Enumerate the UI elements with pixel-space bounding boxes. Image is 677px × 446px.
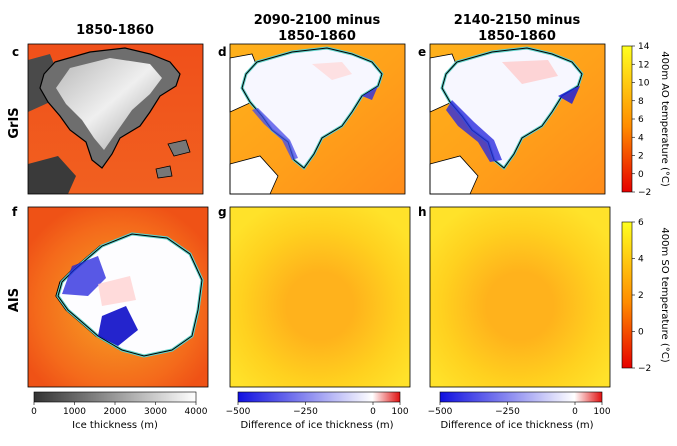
ao-tick-label-6: 2 bbox=[638, 152, 644, 162]
colorbar-ao: 14 12 10 8 6 4 2 0 −2 400m AO temperature (°C) bbox=[621, 42, 670, 198]
panel-c-islands bbox=[155, 139, 191, 179]
diff1-tick-label-0: −500 bbox=[226, 407, 251, 417]
panel-e bbox=[429, 43, 606, 195]
panel-g-ocean bbox=[230, 207, 410, 387]
diff2-tick-label-3: 100 bbox=[593, 407, 610, 417]
thickness-tick-label-2: 2000 bbox=[104, 407, 127, 417]
panel-c-frame bbox=[27, 43, 204, 195]
panel-c-ice-core bbox=[56, 58, 162, 150]
panel-letter-g: g bbox=[218, 205, 227, 219]
col-title-2: 2090-2100 minus bbox=[254, 13, 381, 28]
panel-e-blue-ne bbox=[558, 86, 580, 104]
thickness-tick-label-4: 4000 bbox=[185, 407, 208, 417]
ao-tick-label-3: 8 bbox=[638, 97, 644, 107]
panel-h-ocean bbox=[430, 207, 610, 387]
thickness-tick-label-0: 0 bbox=[31, 407, 37, 417]
diff1-tick-label-3: 100 bbox=[391, 407, 408, 417]
panel-c-land-south bbox=[28, 156, 76, 194]
thickness-tick-label-1: 1000 bbox=[63, 407, 86, 417]
diff1-tick-label-2: 0 bbox=[370, 407, 376, 417]
ao-tick-label-0: 14 bbox=[638, 42, 650, 52]
colorbar-ao-label: 400m AO temperature (°C) bbox=[659, 51, 670, 187]
panel-letter-c: c bbox=[12, 45, 19, 59]
so-tick-label-0: 6 bbox=[638, 218, 644, 228]
diff2-tick-label-0: −500 bbox=[428, 407, 453, 417]
row-label-ais: AIS bbox=[7, 288, 22, 312]
panel-d-blue-ne bbox=[362, 86, 378, 100]
panel-d-pink bbox=[312, 62, 352, 80]
panel-c bbox=[27, 43, 204, 195]
col-title-1: 1850-1860 bbox=[76, 23, 154, 38]
panel-d-frame bbox=[229, 43, 406, 195]
colorbar-so: 6 4 2 0 −2 400m SO temperature (°C) bbox=[621, 218, 670, 374]
ao-tick-label-5: 4 bbox=[638, 133, 644, 143]
row-label-gris: GrIS bbox=[7, 107, 22, 138]
panel-e-pink bbox=[502, 60, 558, 84]
diff2-tick-label-2: 0 bbox=[572, 407, 578, 417]
colorbar-diff-2-label: Difference of ice thickness (m) bbox=[440, 420, 593, 431]
so-tick-label-1: 4 bbox=[638, 255, 644, 265]
so-tick-label-2: 2 bbox=[638, 291, 644, 301]
ao-tick-label-7: 0 bbox=[638, 170, 644, 180]
colorbar-diff-2: −500 −250 0 100 Difference of ice thickness… bbox=[428, 391, 611, 431]
panel-letter-f: f bbox=[12, 205, 18, 219]
panel-d-blue-thinning bbox=[252, 108, 298, 160]
panel-g-frame bbox=[229, 206, 411, 388]
thickness-tick-label-3: 3000 bbox=[144, 407, 167, 417]
diff1-tick-label-1: −250 bbox=[293, 407, 318, 417]
panel-e-frame bbox=[429, 43, 606, 195]
colorbar-so-label: 400m SO temperature (°C) bbox=[659, 227, 670, 362]
panel-h-pink bbox=[98, 276, 136, 306]
colorbar-thickness-label: Ice thickness (m) bbox=[72, 420, 158, 431]
ao-tick-label-2: 10 bbox=[638, 79, 650, 89]
panel-h bbox=[56, 206, 611, 388]
so-tick-label-3: 0 bbox=[638, 328, 644, 338]
panel-f-frame bbox=[27, 206, 209, 388]
panel-h-frame bbox=[429, 206, 611, 388]
col-title-3b: 1850-1860 bbox=[478, 29, 556, 44]
col-title-3: 2140-2150 minus bbox=[454, 13, 581, 28]
panel-letter-h: h bbox=[418, 205, 427, 219]
colorbar-diff-1-label: Difference of ice thickness (m) bbox=[240, 420, 393, 431]
col-title-2b: 1850-1860 bbox=[278, 29, 356, 44]
panel-h-blue-ase bbox=[62, 256, 106, 296]
panel-e-blue-thinning bbox=[446, 100, 502, 162]
colorbar-thickness: 0 1000 2000 3000 4000 Ice thickness (m) bbox=[31, 391, 208, 431]
colorbar-diff-1: −500 −250 0 100 Difference of ice thickness… bbox=[226, 391, 409, 431]
ao-tick-label-1: 12 bbox=[638, 60, 649, 70]
so-tick-label-4: −2 bbox=[638, 364, 651, 374]
ao-tick-label-8: −2 bbox=[638, 188, 651, 198]
panel-letter-e: e bbox=[418, 45, 426, 59]
diff2-tick-label-1: −250 bbox=[495, 407, 520, 417]
panel-h-blue-ross bbox=[98, 306, 138, 346]
panel-d bbox=[229, 43, 406, 195]
panel-letter-d: d bbox=[218, 45, 227, 59]
ao-tick-label-4: 6 bbox=[638, 115, 644, 125]
